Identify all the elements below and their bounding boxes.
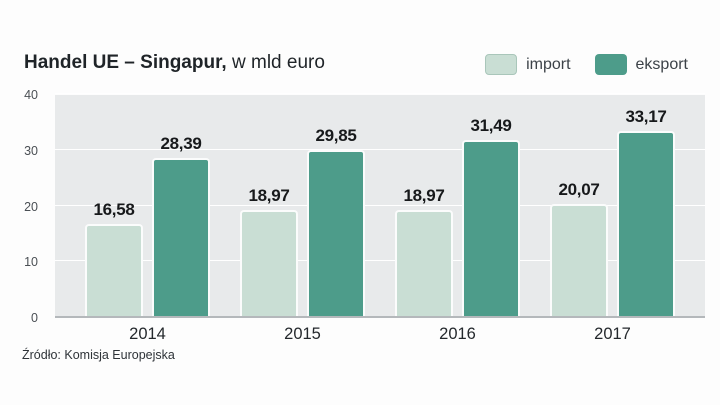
y-axis-tick-label: 30 bbox=[24, 143, 38, 158]
source-note: Źródło: Komisja Europejska bbox=[22, 348, 175, 362]
gridline bbox=[55, 148, 705, 150]
eksport-bar-column: 31,49 bbox=[462, 116, 520, 316]
eksport-bar bbox=[462, 140, 520, 316]
x-axis-label: 2017 bbox=[594, 325, 631, 343]
legend-label-import: import bbox=[526, 55, 571, 73]
eksport-swatch-icon bbox=[594, 54, 627, 75]
import-value-label: 16,58 bbox=[93, 199, 135, 219]
import-bar-column: 16,58 bbox=[85, 200, 143, 316]
import-value-label: 20,07 bbox=[558, 180, 600, 200]
eksport-value-label: 28,39 bbox=[160, 133, 202, 153]
import-bar bbox=[395, 210, 453, 316]
bar-chart-plot-area: 16,58 28,39 2014 18,97 29,85 2015 18,97 31,49 20… bbox=[55, 93, 705, 343]
eksport-bar bbox=[617, 131, 675, 316]
legend-label-eksport: eksport bbox=[635, 55, 688, 73]
import-bar bbox=[85, 223, 143, 316]
import-value-label: 18,97 bbox=[248, 186, 290, 206]
import-bar-column: 20,07 bbox=[550, 180, 608, 316]
eksport-bar-column: 29,85 bbox=[307, 126, 365, 316]
import-bar bbox=[240, 210, 298, 316]
legend: import eksport bbox=[485, 54, 688, 75]
import-bar-column: 18,97 bbox=[395, 186, 453, 316]
gridline bbox=[55, 204, 705, 206]
eksport-bar bbox=[307, 149, 365, 316]
eksport-bar-column: 28,39 bbox=[152, 134, 210, 316]
y-axis-tick-label: 20 bbox=[24, 199, 38, 214]
x-axis-label: 2014 bbox=[129, 325, 166, 343]
eksport-value-label: 29,85 bbox=[315, 125, 357, 145]
eksport-value-label: 31,49 bbox=[470, 116, 512, 136]
page-title: Handel UE – Singapur, w mld euro bbox=[24, 52, 325, 74]
x-axis-label: 2015 bbox=[284, 325, 321, 343]
gridline bbox=[55, 93, 705, 94]
import-value-label: 18,97 bbox=[403, 186, 445, 206]
bar-group-2016: 18,97 31,49 2016 bbox=[395, 95, 520, 343]
bar-group-2015: 18,97 29,85 2015 bbox=[240, 95, 365, 343]
y-axis: 0 10 20 30 40 bbox=[0, 88, 46, 325]
bar-group-2017: 20,07 33,17 2017 bbox=[550, 95, 675, 343]
import-bar-column: 18,97 bbox=[240, 186, 298, 316]
eksport-bar bbox=[152, 157, 210, 316]
y-axis-tick-label: 0 bbox=[31, 311, 38, 325]
eksport-bar-column: 33,17 bbox=[617, 107, 675, 316]
x-axis-label: 2016 bbox=[439, 325, 476, 343]
y-axis-tick-label: 40 bbox=[24, 88, 38, 102]
title-bold: Handel UE – Singapur, bbox=[24, 52, 227, 73]
eksport-value-label: 33,17 bbox=[625, 107, 667, 127]
legend-item-eksport: eksport bbox=[594, 54, 688, 75]
gridline bbox=[55, 260, 705, 262]
import-bar bbox=[550, 204, 608, 316]
import-swatch-icon bbox=[485, 54, 518, 75]
legend-item-import: import bbox=[485, 54, 571, 75]
y-axis-tick-label: 10 bbox=[24, 255, 38, 270]
bar-group-2014: 16,58 28,39 2014 bbox=[85, 95, 210, 343]
title-subtitle: w mld euro bbox=[226, 52, 325, 73]
